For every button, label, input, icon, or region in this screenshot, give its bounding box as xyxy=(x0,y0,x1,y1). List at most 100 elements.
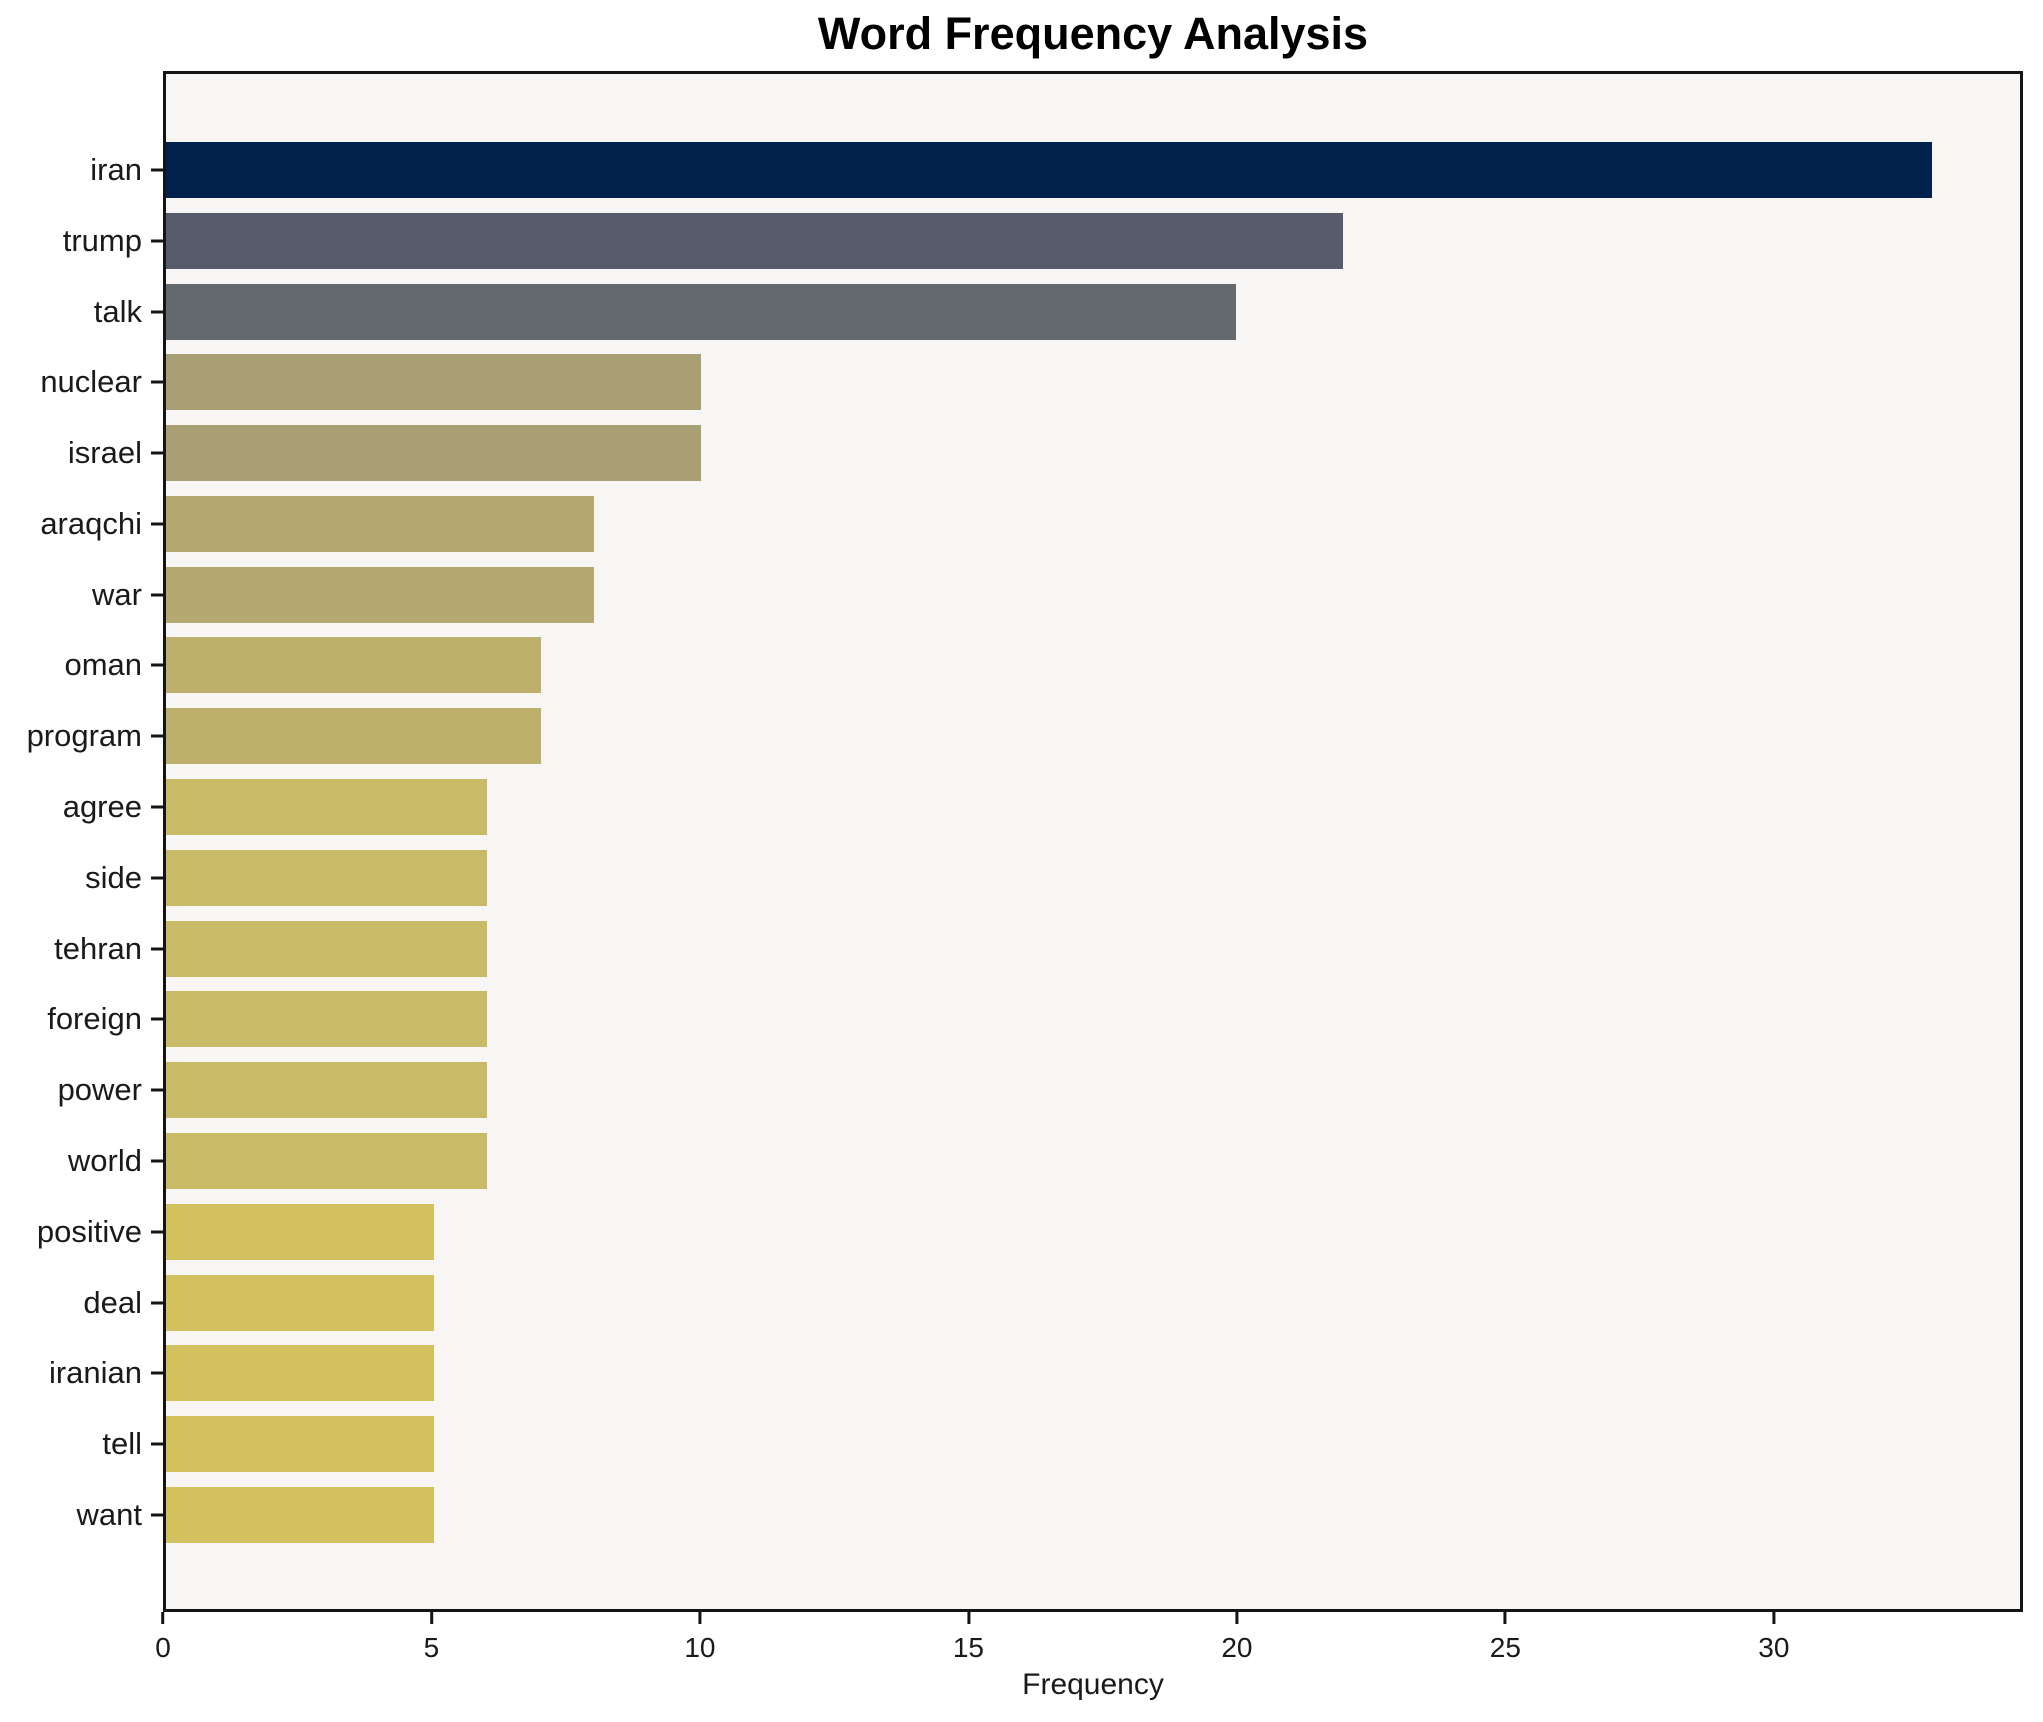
frequency-bar-war xyxy=(166,566,595,623)
y-tick-mark xyxy=(151,805,163,809)
y-axis-label: world xyxy=(67,1142,142,1178)
y-tick-mark xyxy=(151,1371,163,1375)
bar-row: agree xyxy=(63,779,2020,836)
y-axis-label: war xyxy=(92,576,142,612)
y-axis-label: iranian xyxy=(48,1355,142,1391)
x-tick-label: 20 xyxy=(1221,1632,1253,1663)
bar-row: trump xyxy=(63,212,2020,269)
x-tick-mark xyxy=(1235,1612,1239,1624)
y-tick-mark xyxy=(151,593,163,597)
y-axis-label: program xyxy=(26,718,142,754)
frequency-bar-tell xyxy=(166,1416,434,1473)
bar-row: israel xyxy=(68,425,2020,482)
bar-row: world xyxy=(68,1132,2020,1189)
y-tick-mark xyxy=(151,1230,163,1234)
x-tick: 30 xyxy=(1758,1612,1789,1664)
frequency-bar-israel xyxy=(166,425,702,482)
x-tick-mark xyxy=(966,1612,970,1624)
frequency-bar-oman xyxy=(166,637,541,694)
bar-row: iran xyxy=(90,142,2020,198)
bar-row: talk xyxy=(94,283,2020,340)
x-tick-mark xyxy=(1503,1612,1507,1624)
frequency-bar-agree xyxy=(166,779,488,836)
bars-container: iran trump talk nuclear israel araqchi war oman… xyxy=(27,74,2020,1609)
frequency-bar-positive xyxy=(166,1203,434,1260)
frequency-bar-program xyxy=(166,708,541,765)
x-tick-label: 10 xyxy=(684,1632,716,1663)
x-tick: 10 xyxy=(684,1612,716,1664)
y-tick-mark xyxy=(151,310,163,314)
x-tick-mark xyxy=(161,1612,165,1624)
y-axis-label: talk xyxy=(93,293,142,329)
y-axis-label: nuclear xyxy=(40,364,142,400)
y-axis-label: tehran xyxy=(54,930,142,966)
x-tick-label: 5 xyxy=(423,1632,440,1663)
y-axis-label: power xyxy=(57,1072,142,1108)
y-tick-mark xyxy=(151,734,163,738)
y-axis-label: israel xyxy=(67,435,142,471)
chart-title: Word Frequency Analysis xyxy=(817,8,1369,59)
bar-row: oman xyxy=(64,637,2020,694)
bar-row: power xyxy=(58,1062,2020,1119)
frequency-bar-iran xyxy=(166,142,1933,198)
bar-row: positive xyxy=(37,1203,2020,1260)
y-tick-mark xyxy=(151,1088,163,1092)
y-tick-mark xyxy=(151,522,163,526)
y-tick-mark xyxy=(151,1159,163,1163)
bar-row: tehran xyxy=(54,920,2020,977)
x-tick: 5 xyxy=(423,1612,440,1664)
frequency-bar-trump xyxy=(166,212,1344,269)
x-tick-mark xyxy=(698,1612,702,1624)
x-axis-title: Frequency xyxy=(1022,1668,1164,1701)
y-tick-mark xyxy=(151,380,163,384)
bar-row: side xyxy=(85,849,2020,906)
x-tick: 25 xyxy=(1490,1612,1521,1664)
x-tick-label: 15 xyxy=(952,1632,984,1663)
bar-row: iranian xyxy=(49,1345,2020,1402)
y-axis-label: positive xyxy=(36,1213,142,1249)
frequency-bar-want xyxy=(166,1486,434,1543)
frequency-bar-iranian xyxy=(166,1345,434,1402)
frequency-bar-foreign xyxy=(166,991,488,1048)
bar-row: program xyxy=(27,708,2020,765)
frequency-bar-nuclear xyxy=(166,354,702,411)
y-tick-mark xyxy=(151,239,163,243)
y-axis-label: tell xyxy=(102,1426,142,1462)
y-tick-mark xyxy=(151,451,163,455)
x-tick-label: 30 xyxy=(1758,1632,1790,1663)
y-tick-mark xyxy=(151,1017,163,1021)
y-axis-label: trump xyxy=(62,222,142,258)
y-axis-label: side xyxy=(85,859,142,895)
bar-row: want xyxy=(77,1486,2020,1543)
plot-area: iran trump talk nuclear israel araqchi war oman… xyxy=(27,71,2023,1612)
y-axis-label: deal xyxy=(83,1284,142,1320)
y-tick-mark xyxy=(151,168,163,172)
y-axis-label: oman xyxy=(64,647,142,683)
y-tick-mark xyxy=(151,663,163,667)
x-tick-mark xyxy=(1772,1612,1776,1624)
x-tick-label: 25 xyxy=(1489,1632,1521,1663)
y-tick-mark xyxy=(151,876,163,880)
bar-row: araqchi xyxy=(40,495,2020,552)
bar-row: nuclear xyxy=(40,354,2020,411)
frequency-bar-world xyxy=(166,1132,488,1189)
x-tick: 0 xyxy=(155,1612,171,1664)
y-axis-label: agree xyxy=(62,789,142,825)
frequency-bar-side xyxy=(166,849,488,906)
bar-row: tell xyxy=(102,1416,2020,1473)
x-tick: 20 xyxy=(1221,1612,1252,1664)
y-axis-label: iran xyxy=(90,152,142,187)
y-axis-label: araqchi xyxy=(40,505,142,541)
frequency-bar-deal xyxy=(166,1274,434,1331)
y-tick-mark xyxy=(151,947,163,951)
x-tick-label: 0 xyxy=(155,1632,171,1663)
frequency-bar-talk xyxy=(166,283,1237,340)
bar-row: war xyxy=(92,566,2020,623)
x-tick: 15 xyxy=(953,1612,984,1664)
frequency-bar-araqchi xyxy=(166,495,595,552)
x-tick-mark xyxy=(429,1612,433,1624)
y-axis-label: want xyxy=(76,1496,142,1532)
y-axis-label: foreign xyxy=(47,1001,142,1037)
bar-row: deal xyxy=(83,1274,2020,1331)
